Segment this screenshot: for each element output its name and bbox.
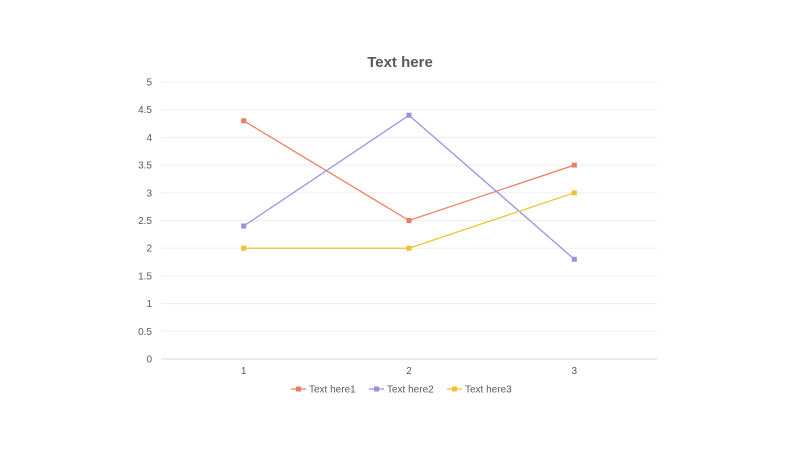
series-line [243, 114, 575, 260]
y-tick-label: 0.5 [138, 327, 152, 338]
data-point [406, 112, 412, 118]
y-tick-label: 4 [146, 133, 152, 144]
y-tick-label: 0 [146, 355, 152, 366]
series-3 [241, 190, 577, 251]
y-axis: 0 0.5 1 1.5 2 2.5 3 3.5 4 4.5 5 [138, 78, 152, 366]
legend-swatch-marker [296, 386, 301, 392]
y-tick-label: 1 [146, 299, 152, 310]
legend-item-2[interactable]: Text here2 [369, 385, 434, 396]
series-group [241, 112, 577, 262]
data-point [241, 118, 247, 124]
x-axis: 1 2 3 [241, 366, 578, 377]
data-point [241, 223, 247, 229]
legend-label: Text here1 [309, 385, 356, 396]
series-2 [241, 112, 577, 262]
y-tick-label: 3.5 [138, 161, 152, 172]
y-tick-label: 5 [146, 78, 152, 89]
x-tick-label: 1 [241, 366, 247, 377]
data-point [571, 162, 577, 168]
legend[interactable]: Text here1 Text here2 Text here3 [291, 385, 512, 396]
legend-label: Text here2 [387, 385, 434, 396]
x-tick-label: 3 [572, 366, 578, 377]
legend-swatch-marker [452, 386, 457, 392]
data-point [406, 218, 412, 223]
y-tick-label: 1.5 [138, 271, 152, 282]
x-tick-label: 2 [406, 366, 412, 377]
legend-swatch-marker [374, 386, 379, 392]
data-point [241, 245, 247, 251]
y-tick-label: 2 [146, 244, 152, 255]
series-line [243, 120, 575, 222]
data-point [571, 256, 577, 262]
y-tick-label: 2.5 [138, 216, 152, 227]
chart-title: Text here [367, 54, 433, 71]
legend-item-1[interactable]: Text here1 [291, 385, 356, 396]
y-tick-label: 3 [146, 188, 152, 199]
legend-item-3[interactable]: Text here3 [447, 385, 512, 396]
data-point [571, 190, 577, 196]
data-point [406, 245, 412, 251]
series-1 [241, 118, 577, 223]
y-tick-label: 4.5 [138, 105, 152, 116]
legend-label: Text here3 [465, 385, 512, 396]
